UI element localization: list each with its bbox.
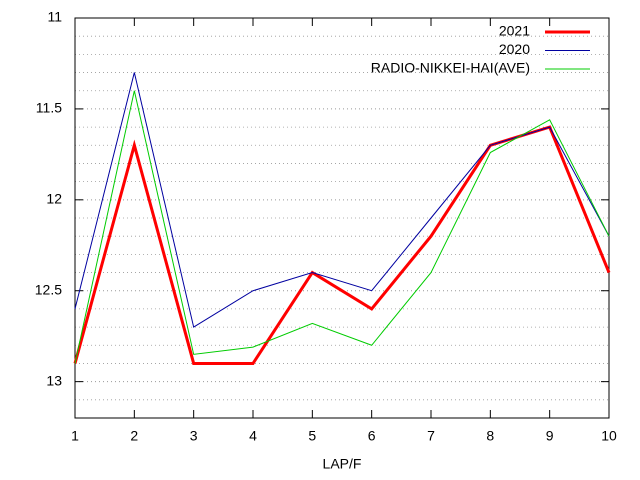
legend-label: 2020 (499, 41, 530, 57)
legend-label: 2021 (499, 23, 530, 39)
x-tick-label: 4 (249, 428, 257, 444)
x-tick-label: 9 (546, 428, 554, 444)
y-tick-label: 11.5 (36, 100, 62, 116)
x-axis-label: LAP/F (323, 456, 362, 472)
x-tick-label: 8 (486, 428, 494, 444)
x-tick-label: 2 (130, 428, 138, 444)
x-tick-label: 7 (427, 428, 435, 444)
y-tick-label: 12 (46, 191, 62, 207)
y-tick-label: 11 (47, 9, 62, 25)
plot-frame (74, 17, 610, 419)
legend-label: RADIO-NIKKEI-HAI(AVE) (371, 60, 530, 76)
x-tick-label: 3 (190, 428, 198, 444)
series-line (74, 90, 610, 364)
x-tick-label: 5 (308, 428, 316, 444)
x-tick-label: 6 (368, 428, 376, 444)
y-tick-label: 12.5 (35, 281, 62, 297)
x-tick-label: 10 (601, 428, 617, 444)
x-tick-label: 1 (71, 428, 79, 444)
y-tick-label: 13 (46, 372, 62, 388)
